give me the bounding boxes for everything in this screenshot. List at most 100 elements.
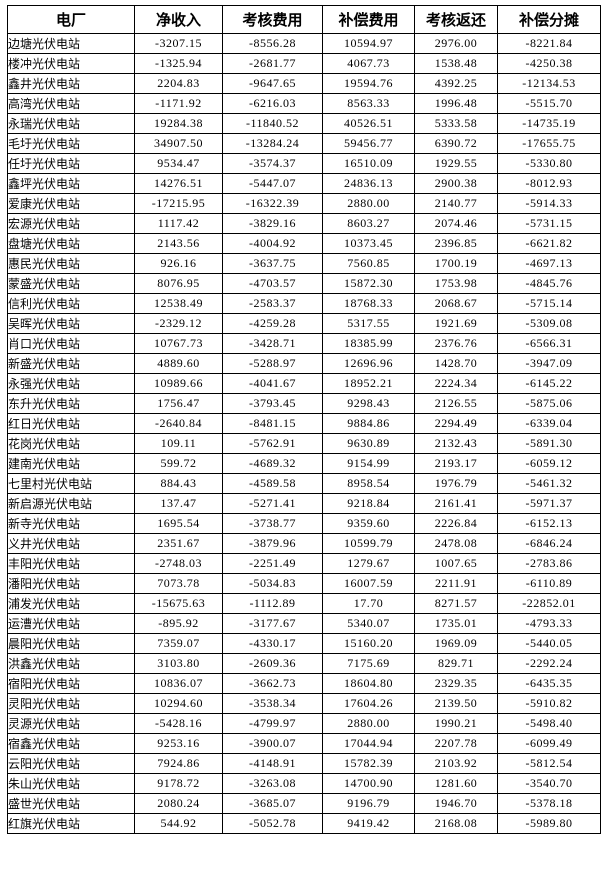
assessment-fee-cell: -4041.67 [222, 373, 323, 394]
plant-name-cell: 七里村光伏电站 [7, 473, 135, 494]
table-row: 永瑞光伏电站 19284.38 -11840.52 40526.51 5333.58 -1… [7, 113, 601, 134]
table-row: 丰阳光伏电站 -2748.03 -2251.49 1279.67 1007.65 -278… [7, 553, 601, 574]
plant-name-cell: 宿鑫光伏电站 [7, 733, 135, 754]
assessment-fee-cell: -13284.24 [222, 133, 323, 154]
assessment-fee-cell: -4148.91 [222, 753, 323, 774]
compensation-share-cell: -6339.04 [497, 413, 601, 434]
net-income-cell: -17215.95 [134, 193, 223, 214]
assessment-refund-cell: 1700.19 [414, 253, 498, 274]
plant-name-cell: 惠民光伏电站 [7, 253, 135, 274]
table-row: 楼冲光伏电站 -1325.94 -2681.77 4067.73 1538.48 -425… [7, 53, 601, 74]
compensation-fee-cell: 18768.33 [322, 293, 415, 314]
net-income-cell: -15675.63 [134, 593, 223, 614]
compensation-fee-cell: 7175.69 [322, 653, 415, 674]
plant-name-cell: 爱康光伏电站 [7, 193, 135, 214]
compensation-fee-cell: 9630.89 [322, 433, 415, 454]
table-header: 电厂 净收入 考核费用 补偿费用 考核返还 补偿分摊 [7, 5, 601, 34]
compensation-fee-cell: 2880.00 [322, 193, 415, 214]
assessment-refund-cell: 2068.67 [414, 293, 498, 314]
plant-name-cell: 宿阳光伏电站 [7, 673, 135, 694]
compensation-share-cell: -5910.82 [497, 693, 601, 714]
compensation-share-cell: -2783.86 [497, 553, 601, 574]
assessment-refund-cell: 1921.69 [414, 313, 498, 334]
compensation-fee-cell: 14700.90 [322, 773, 415, 794]
net-income-cell: -1171.92 [134, 93, 223, 114]
net-income-cell: 2143.56 [134, 233, 223, 254]
compensation-fee-cell: 59456.77 [322, 133, 415, 154]
net-income-cell: 12538.49 [134, 293, 223, 314]
plant-name-cell: 信利光伏电站 [7, 293, 135, 314]
column-header-compensation-share: 补偿分摊 [497, 5, 601, 34]
plant-name-cell: 宏源光伏电站 [7, 213, 135, 234]
assessment-fee-cell: -3428.71 [222, 333, 323, 354]
plant-name-cell: 高湾光伏电站 [7, 93, 135, 114]
assessment-refund-cell: 1929.55 [414, 153, 498, 174]
net-income-cell: 599.72 [134, 453, 223, 474]
compensation-fee-cell: 19594.76 [322, 73, 415, 94]
assessment-fee-cell: -3685.07 [222, 793, 323, 814]
net-income-cell: 3103.80 [134, 653, 223, 674]
compensation-fee-cell: 9154.99 [322, 453, 415, 474]
compensation-fee-cell: 8603.27 [322, 213, 415, 234]
assessment-fee-cell: -9647.65 [222, 73, 323, 94]
compensation-share-cell: -5378.18 [497, 793, 601, 814]
compensation-share-cell: -4697.13 [497, 253, 601, 274]
column-header-plant: 电厂 [7, 5, 135, 34]
assessment-refund-cell: 2103.92 [414, 753, 498, 774]
plant-name-cell: 洪鑫光伏电站 [7, 653, 135, 674]
assessment-fee-cell: -5271.41 [222, 493, 323, 514]
net-income-cell: 7073.78 [134, 573, 223, 594]
table-row: 红旗光伏电站 544.92 -5052.78 9419.42 2168.08 -5989.… [7, 813, 601, 834]
assessment-fee-cell: -5447.07 [222, 173, 323, 194]
compensation-share-cell: -5440.05 [497, 633, 601, 654]
plant-name-cell: 新寺光伏电站 [7, 513, 135, 534]
net-income-cell: 2080.24 [134, 793, 223, 814]
assessment-fee-cell: -8481.15 [222, 413, 323, 434]
net-income-cell: 14276.51 [134, 173, 223, 194]
compensation-share-cell: -2292.24 [497, 653, 601, 674]
assessment-fee-cell: -3637.75 [222, 253, 323, 274]
table-row: 云阳光伏电站 7924.86 -4148.91 15782.39 2103.92 -581… [7, 753, 601, 774]
plant-name-cell: 肖口光伏电站 [7, 333, 135, 354]
compensation-fee-cell: 17044.94 [322, 733, 415, 754]
plant-name-cell: 永强光伏电站 [7, 373, 135, 394]
table-row: 花岗光伏电站 109.11 -5762.91 9630.89 2132.43 -5891.… [7, 433, 601, 454]
compensation-fee-cell: 9298.43 [322, 393, 415, 414]
table-row: 灵源光伏电站 -5428.16 -4799.97 2880.00 1990.21 -549… [7, 713, 601, 734]
table-row: 毛圩光伏电站 34907.50 -13284.24 59456.77 6390.72 -1… [7, 133, 601, 154]
compensation-share-cell: -5461.32 [497, 473, 601, 494]
net-income-cell: -1325.94 [134, 53, 223, 74]
table-body: 边塘光伏电站 -3207.15 -8556.28 10594.97 2976.00 -82… [7, 33, 601, 834]
assessment-fee-cell: -4589.58 [222, 473, 323, 494]
compensation-fee-cell: 8958.54 [322, 473, 415, 494]
assessment-fee-cell: -3829.16 [222, 213, 323, 234]
compensation-fee-cell: 40526.51 [322, 113, 415, 134]
compensation-share-cell: -6110.89 [497, 573, 601, 594]
table-row: 东升光伏电站 1756.47 -3793.45 9298.43 2126.55 -5875… [7, 393, 601, 414]
assessment-fee-cell: -4259.28 [222, 313, 323, 334]
compensation-share-cell: -5971.37 [497, 493, 601, 514]
compensation-share-cell: -8221.84 [497, 33, 601, 54]
assessment-fee-cell: -3662.73 [222, 673, 323, 694]
plant-name-cell: 鑫井光伏电站 [7, 73, 135, 94]
column-header-compensation-fee: 补偿费用 [322, 5, 415, 34]
table-row: 鑫坪光伏电站 14276.51 -5447.07 24836.13 2900.38 -80… [7, 173, 601, 194]
assessment-fee-cell: -2251.49 [222, 553, 323, 574]
net-income-cell: -2640.84 [134, 413, 223, 434]
plant-name-cell: 云阳光伏电站 [7, 753, 135, 774]
net-income-cell: 19284.38 [134, 113, 223, 134]
table-row: 鑫井光伏电站 2204.83 -9647.65 19594.76 4392.25 -121… [7, 73, 601, 94]
net-income-cell: 7359.07 [134, 633, 223, 654]
plant-name-cell: 花岗光伏电站 [7, 433, 135, 454]
assessment-refund-cell: 5333.58 [414, 113, 498, 134]
assessment-fee-cell: -4799.97 [222, 713, 323, 734]
compensation-share-cell: -6059.12 [497, 453, 601, 474]
compensation-share-cell: -3540.70 [497, 773, 601, 794]
assessment-fee-cell: -5288.97 [222, 353, 323, 374]
assessment-refund-cell: 1735.01 [414, 613, 498, 634]
assessment-refund-cell: 2224.34 [414, 373, 498, 394]
compensation-share-cell: -22852.01 [497, 593, 601, 614]
compensation-fee-cell: 17.70 [322, 593, 415, 614]
table-row: 义井光伏电站 2351.67 -3879.96 10599.79 2478.08 -684… [7, 533, 601, 554]
net-income-cell: 9534.47 [134, 153, 223, 174]
